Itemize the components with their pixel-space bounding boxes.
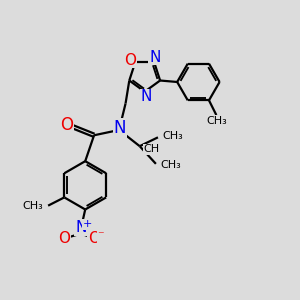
Text: O: O: [58, 231, 70, 246]
Text: CH₃: CH₃: [206, 116, 227, 126]
Text: ⁻: ⁻: [97, 230, 104, 242]
Text: O: O: [88, 231, 100, 246]
Text: CH₃: CH₃: [160, 160, 181, 170]
Text: CH₃: CH₃: [162, 131, 183, 141]
Text: +: +: [82, 219, 92, 229]
Text: N: N: [149, 50, 160, 64]
Text: O: O: [60, 116, 73, 134]
Text: O: O: [124, 52, 136, 68]
Text: N: N: [140, 89, 152, 104]
Text: CH₃: CH₃: [22, 201, 43, 211]
Text: CH: CH: [143, 144, 159, 154]
Text: N: N: [75, 220, 86, 235]
Text: N: N: [113, 119, 126, 137]
